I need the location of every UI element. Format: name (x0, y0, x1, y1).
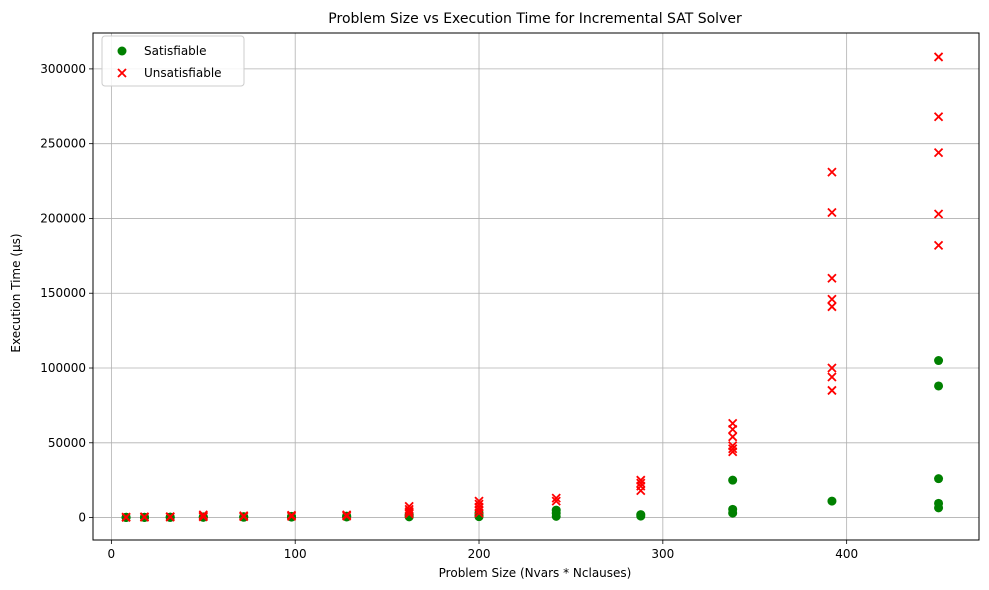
data-point-unsatisfiable (198, 510, 208, 520)
data-point-unsatisfiable (636, 475, 646, 485)
legend-label-satisfiable: Satisfiable (144, 44, 207, 58)
data-point-unsatisfiable (728, 441, 738, 451)
x-tick-label: 200 (468, 547, 491, 561)
chart-title: Problem Size vs Execution Time for Incre… (328, 11, 742, 27)
x-axis-ticks: 0 100 200 300 400 (108, 540, 858, 561)
legend-box (101, 35, 245, 87)
data-point-unsatisfiable (933, 52, 944, 62)
data-point-unsatisfiable (933, 240, 944, 251)
data-points (121, 52, 944, 523)
data-point-unsatisfiable (728, 444, 738, 454)
data-point-satisfiable (728, 475, 738, 485)
legend-marker-dot (117, 46, 127, 56)
data-point-unsatisfiable (139, 512, 150, 522)
y-tick-label: 150000 (40, 286, 86, 300)
y-tick-label: 250000 (40, 137, 86, 151)
grid-lines (93, 33, 979, 540)
x-tick-label: 300 (651, 547, 674, 561)
data-point-unsatisfiable (827, 167, 837, 177)
data-point-unsatisfiable (827, 294, 837, 304)
legend-marker-unsatisfiable (117, 68, 127, 78)
data-point-unsatisfiable (286, 510, 297, 520)
data-point-unsatisfiable (551, 496, 561, 506)
data-point-unsatisfiable (827, 302, 837, 312)
data-point-unsatisfiable (933, 209, 944, 219)
data-point-unsatisfiable (827, 273, 837, 283)
data-point-unsatisfiable (728, 432, 738, 442)
data-point-unsatisfiable (827, 385, 837, 396)
x-axis-label: Problem Size (Nvars * Nclauses) (439, 566, 632, 580)
data-point-satisfiable (728, 504, 738, 514)
data-point-unsatisfiable (636, 478, 646, 488)
data-point-unsatisfiable (551, 493, 561, 503)
y-tick-label: 200000 (40, 211, 86, 225)
y-tick-label: 300000 (40, 62, 86, 76)
y-tick-label: 0 (78, 511, 86, 525)
data-point-unsatisfiable (728, 418, 738, 428)
data-point-satisfiable (934, 498, 944, 508)
data-point-satisfiable (934, 381, 944, 391)
x-tick-label: 400 (835, 547, 858, 561)
data-point-unsatisfiable (827, 363, 837, 373)
data-point-unsatisfiable (121, 512, 131, 522)
legend-marker-cross (117, 68, 127, 78)
data-point-unsatisfiable (474, 496, 484, 506)
data-point-satisfiable (827, 496, 837, 506)
data-point-unsatisfiable (404, 504, 414, 514)
data-point-unsatisfiable (404, 501, 414, 511)
data-point-satisfiable (551, 505, 561, 515)
data-point-satisfiable (934, 474, 944, 484)
data-point-unsatisfiable (474, 499, 484, 509)
data-point-satisfiable (934, 356, 944, 366)
data-point-unsatisfiable (827, 372, 837, 382)
data-point-unsatisfiable (827, 207, 837, 218)
data-point-unsatisfiable (933, 112, 944, 122)
legend-label-unsatisfiable: Unsatisfiable (144, 66, 222, 80)
y-tick-label: 50000 (48, 436, 86, 450)
data-point-satisfiable (636, 510, 646, 520)
y-tick-label: 100000 (40, 361, 86, 375)
data-point-unsatisfiable (239, 511, 249, 521)
legend-marker-satisfiable (117, 46, 127, 56)
data-point-unsatisfiable (165, 512, 175, 522)
data-point-unsatisfiable (933, 148, 944, 158)
y-axis-label: Execution Time (μs) (9, 233, 23, 352)
legend: Satisfiable Unsatisfiable (101, 35, 245, 87)
data-point-unsatisfiable (342, 510, 352, 520)
y-axis-ticks: 0 50000 100000 150000 200000 250000 300000 (40, 62, 93, 525)
x-tick-label: 100 (284, 547, 307, 561)
x-tick-label: 0 (108, 547, 116, 561)
plot-frame (92, 32, 980, 541)
